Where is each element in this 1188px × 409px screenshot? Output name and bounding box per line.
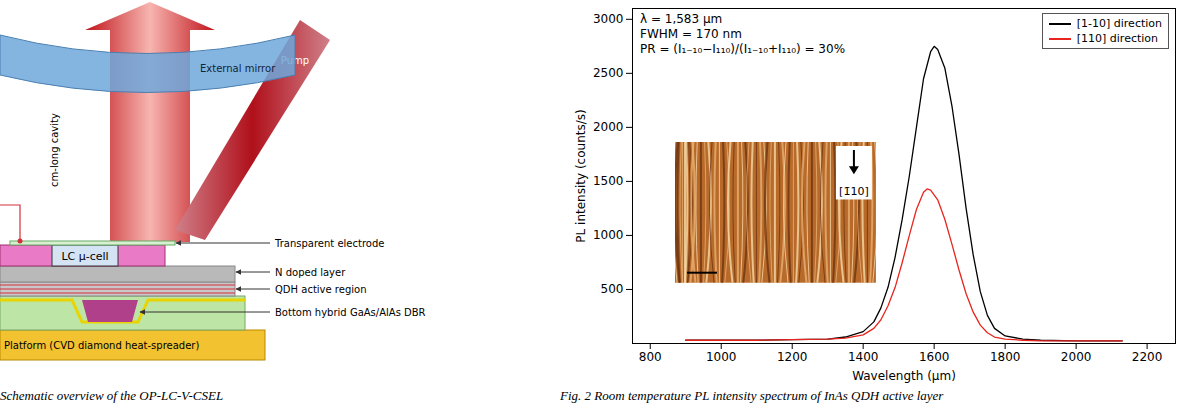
svg-text:[1̄10]: [1̄10] [840,185,870,198]
svg-text:Bottom hybrid GaAs/AlAs DBR: Bottom hybrid GaAs/AlAs DBR [275,307,426,318]
svg-text:cm-long cavity: cm-long cavity [49,113,60,187]
svg-text:1400: 1400 [848,350,879,364]
svg-text:1000: 1000 [593,228,624,242]
html-text:λ = 1,583 µm: λ = 1,583 µm [640,12,723,26]
svg-text:2000: 2000 [1061,350,1092,364]
svg-text:QDH active region: QDH active region [275,284,366,295]
svg-text:800: 800 [639,350,662,364]
svg-text:2500: 2500 [593,66,624,80]
html-text:Schematic overview of the OP-L: Schematic overview of the OP-LC-V-CSEL [0,388,224,403]
svg-text:N doped layer: N doped layer [275,267,346,278]
svg-text:PL intensity (counts/s): PL intensity (counts/s) [574,109,588,242]
html-text:Fig. 2 Room temperature PL int: Fig. 2 Room temperature PL intensity spe… [560,388,944,403]
svg-text:1000: 1000 [706,350,737,364]
html-text:PR = (I₁₋₁₀−I₁₁₀)/(I₁₋₁₀+I₁₁₀): PR = (I₁₋₁₀−I₁₁₀)/(I₁₋₁₀+I₁₁₀) = 30% [640,42,845,56]
svg-text:LC µ-cell: LC µ-cell [61,250,108,263]
svg-text:1800: 1800 [990,350,1021,364]
svg-text:Platform (CVD diamond heat-spr: Platform (CVD diamond heat-spreader) [4,340,199,351]
svg-text:500: 500 [601,282,624,296]
html-text:FWHM = 170 nm: FWHM = 170 nm [640,27,742,41]
svg-text:3000: 3000 [593,12,624,26]
svg-text:1600: 1600 [919,350,950,364]
svg-text:1200: 1200 [777,350,808,364]
svg-text:Wavelength (µm): Wavelength (µm) [852,369,956,383]
html-text:[1-10] direction: [1-10] direction [1076,17,1162,30]
svg-text:External mirror: External mirror [200,63,276,74]
svg-text:Transparent electrode: Transparent electrode [274,238,384,249]
svg-text:2200: 2200 [1132,350,1163,364]
svg-text:1500: 1500 [593,174,624,188]
svg-text:2000: 2000 [593,120,624,134]
html-text:[110] direction: [110] direction [1076,32,1158,45]
